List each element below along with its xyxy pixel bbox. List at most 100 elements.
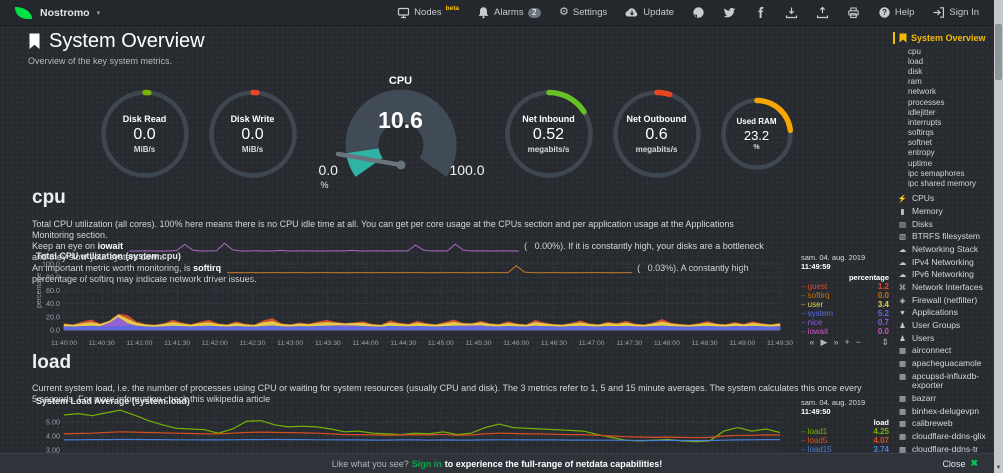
gauge-net-inbound[interactable]: Net Inbound 0.52 megabits/s <box>503 88 595 180</box>
twitter-button[interactable] <box>714 6 745 19</box>
chart-resize-handle[interactable]: ⇕ <box>881 337 889 347</box>
chevron-down-icon: ▾ <box>96 9 101 17</box>
sidebar-item-label: Networking Stack <box>912 243 979 254</box>
legend-units: load <box>873 418 889 427</box>
sidebar-subitem-interrupts[interactable]: interrupts <box>908 117 942 127</box>
sidebar-subitem-entropy[interactable]: entropy <box>908 148 935 158</box>
svg-text:4.00: 4.00 <box>46 432 60 441</box>
sidebar-subitem-idlejitter[interactable]: idlejitter <box>908 107 936 117</box>
hostname: Nostromo <box>40 6 90 19</box>
sidebar-item-firewall-netfilter-[interactable]: ◈ Firewall (netfilter) <box>893 294 993 307</box>
gauge-cpu[interactable]: CPU 10.6 0.0 100.0 % <box>315 75 487 193</box>
scrollbar-thumb[interactable] <box>995 24 1002 80</box>
sidebar-item-cloudflare-ddns-tr[interactable]: ▦ cloudflare-ddns-tr <box>893 443 993 456</box>
gauge-net-outbound[interactable]: Net Outbound 0.6 megabits/s <box>611 88 703 180</box>
cpu-gauge-max: 100.0 <box>449 162 485 178</box>
sidebar-item-cpus[interactable]: ⚡ CPUs <box>893 193 993 206</box>
sidebar-item-networking-stack[interactable]: ☁ Networking Stack <box>893 243 993 256</box>
close-button[interactable]: Close ✖ <box>942 458 978 469</box>
legend-item-system[interactable]: system 5.2 <box>801 309 889 318</box>
cpu-chart-plot[interactable]: 0.0 20.0 40.0 60.0 80.0 100.0 <box>28 260 788 335</box>
sidebar-item-applications[interactable]: ♥ Applications <box>893 307 993 320</box>
load-chart-plot[interactable]: 5.00 4.00 3.00 <box>28 406 788 466</box>
sidebar-item-cloudflare-ddns-glix[interactable]: ▦ cloudflare-ddns-glix <box>893 431 993 444</box>
sidebar-subitem-network[interactable]: network <box>908 87 937 97</box>
sidebar-item-ipv6-networking[interactable]: ☁ IPv6 Networking <box>893 269 993 282</box>
sidebar-item-users[interactable]: ♟ Users <box>893 332 993 345</box>
gauge-units: % <box>753 144 760 151</box>
sidebar-item-system-overview[interactable]: System Overview <box>893 27 993 46</box>
github-button[interactable] <box>683 6 714 19</box>
sidebar-item-network-interfaces[interactable]: ⌘ Network Interfaces <box>893 281 993 294</box>
sidebar-item-memory[interactable]: ▮ Memory <box>893 205 993 218</box>
sidebar-subitem-ipc-semaphores[interactable]: ipc semaphores <box>908 168 965 178</box>
play-button[interactable]: ▶ <box>820 337 828 347</box>
help-button[interactable]: ? Help <box>869 6 924 19</box>
sidebar-subitem-ipc-shared-memory[interactable]: ipc shared memory <box>908 179 977 189</box>
sidebar-item-label: airconnect <box>912 345 952 356</box>
sidebar-item-ipv4-networking[interactable]: ☁ IPv4 Networking <box>893 256 993 269</box>
brand-menu[interactable]: Nostromo ▾ <box>6 6 108 20</box>
sidebar-item-airconnect[interactable]: ▦ airconnect <box>893 345 993 358</box>
users-icon: ♟ <box>899 321 906 331</box>
footer-signin-link[interactable]: Sign in <box>411 458 442 469</box>
legend-item-guest[interactable]: guest 1.2 <box>801 282 889 291</box>
sidebar-subitem-load[interactable]: load <box>908 56 924 66</box>
export-button[interactable] <box>807 6 838 19</box>
legend-item-iowait[interactable]: iowait 0.0 <box>801 327 889 336</box>
section-heading-cpu: cpu <box>32 187 66 208</box>
svg-text:3.00: 3.00 <box>46 446 60 454</box>
x-tick-label: 11:41:00 <box>126 340 153 347</box>
zoom-out-button[interactable]: − <box>855 337 861 347</box>
gauge-units: megabits/s <box>527 145 570 154</box>
facebook-button[interactable] <box>745 6 776 19</box>
pan-backward-button[interactable]: « <box>809 337 815 347</box>
zoom-in-button[interactable]: + <box>844 337 850 347</box>
gauge-label: Net Outbound <box>626 114 687 124</box>
sidebar-item-disks[interactable]: ▤ Disks <box>893 218 993 231</box>
signin-button[interactable]: Sign In <box>923 6 988 19</box>
gauges-row: Disk Read 0.0 MiB/s Disk Write 0.0 MiB/s… <box>0 75 893 193</box>
upload-icon <box>816 6 828 19</box>
legend-item-nice[interactable]: nice 0.7 <box>801 318 889 327</box>
gauge-disk-write[interactable]: Disk Write 0.0 MiB/s <box>207 88 299 180</box>
sidebar-item-btrfs-filesystem[interactable]: ▧ BTRFS filesystem <box>893 231 993 244</box>
gauge-used-ram[interactable]: Used RAM 23.2 % <box>719 96 795 172</box>
sidebar-subitem-uptime[interactable]: uptime <box>908 158 933 168</box>
nodes-button[interactable]: Nodes beta <box>388 5 468 19</box>
pan-forward-button[interactable]: » <box>833 337 839 347</box>
sidebar-subitems: cpu load disk ram network processes idlejitter… <box>893 46 993 191</box>
sidebar-item-bazarr[interactable]: ▦ bazarr <box>893 392 993 405</box>
sidebar-item-apacheguacamole[interactable]: ▦ apacheguacamole <box>893 358 993 371</box>
sidebar-subitem-softirqs[interactable]: softirqs <box>908 128 934 138</box>
settings-button[interactable]: ⚙ Settings <box>550 7 616 19</box>
legend-series-value: 4.07 <box>873 436 889 445</box>
legend-item-load1[interactable]: load1 4.25 <box>801 427 889 436</box>
scrollbar[interactable]: ▼ <box>994 0 1003 473</box>
sidebar-subitem-softnet[interactable]: softnet <box>908 138 933 148</box>
alarms-button[interactable]: Alarms 2 <box>468 6 550 19</box>
sidebar-item-calibreweb[interactable]: ▦ calibreweb <box>893 418 993 431</box>
legend-item-user[interactable]: user 3.4 <box>801 300 889 309</box>
gauge-disk-read[interactable]: Disk Read 0.0 MiB/s <box>99 88 191 180</box>
legend-item-softirq[interactable]: softirq 0.0 <box>801 291 889 300</box>
print-button[interactable] <box>838 6 869 19</box>
sidebar-subitem-ram[interactable]: ram <box>908 77 922 87</box>
gauge-value: 23.2 <box>743 128 770 143</box>
sidebar-item-user-groups[interactable]: ♟ User Groups <box>893 320 993 333</box>
legend-item-load15[interactable]: load15 3.74 <box>801 445 889 454</box>
sidebar-subitem-cpu[interactable]: cpu <box>908 46 921 56</box>
scrollbar-down-arrow[interactable]: ▼ <box>995 465 1002 471</box>
sidebar-item-apcupsd-influxdb-exporter[interactable]: ▦ apcupsd-influxdb-exporter <box>893 370 993 392</box>
cpu-gauge-dial <box>335 89 456 183</box>
legend-series-value: 0.7 <box>877 318 889 327</box>
sidebar-subitem-disk[interactable]: disk <box>908 66 923 76</box>
sidebar-subitem-processes[interactable]: processes <box>908 97 945 107</box>
printer-icon <box>848 7 859 19</box>
update-button[interactable]: Update <box>616 6 683 19</box>
import-button[interactable] <box>776 6 807 19</box>
legend-item-load5[interactable]: load5 4.07 <box>801 436 889 445</box>
download-icon <box>785 7 797 19</box>
sidebar-item-binhex-delugevpn[interactable]: ▦ binhex-delugevpn <box>893 405 993 418</box>
legend-series-name: system <box>801 309 833 318</box>
